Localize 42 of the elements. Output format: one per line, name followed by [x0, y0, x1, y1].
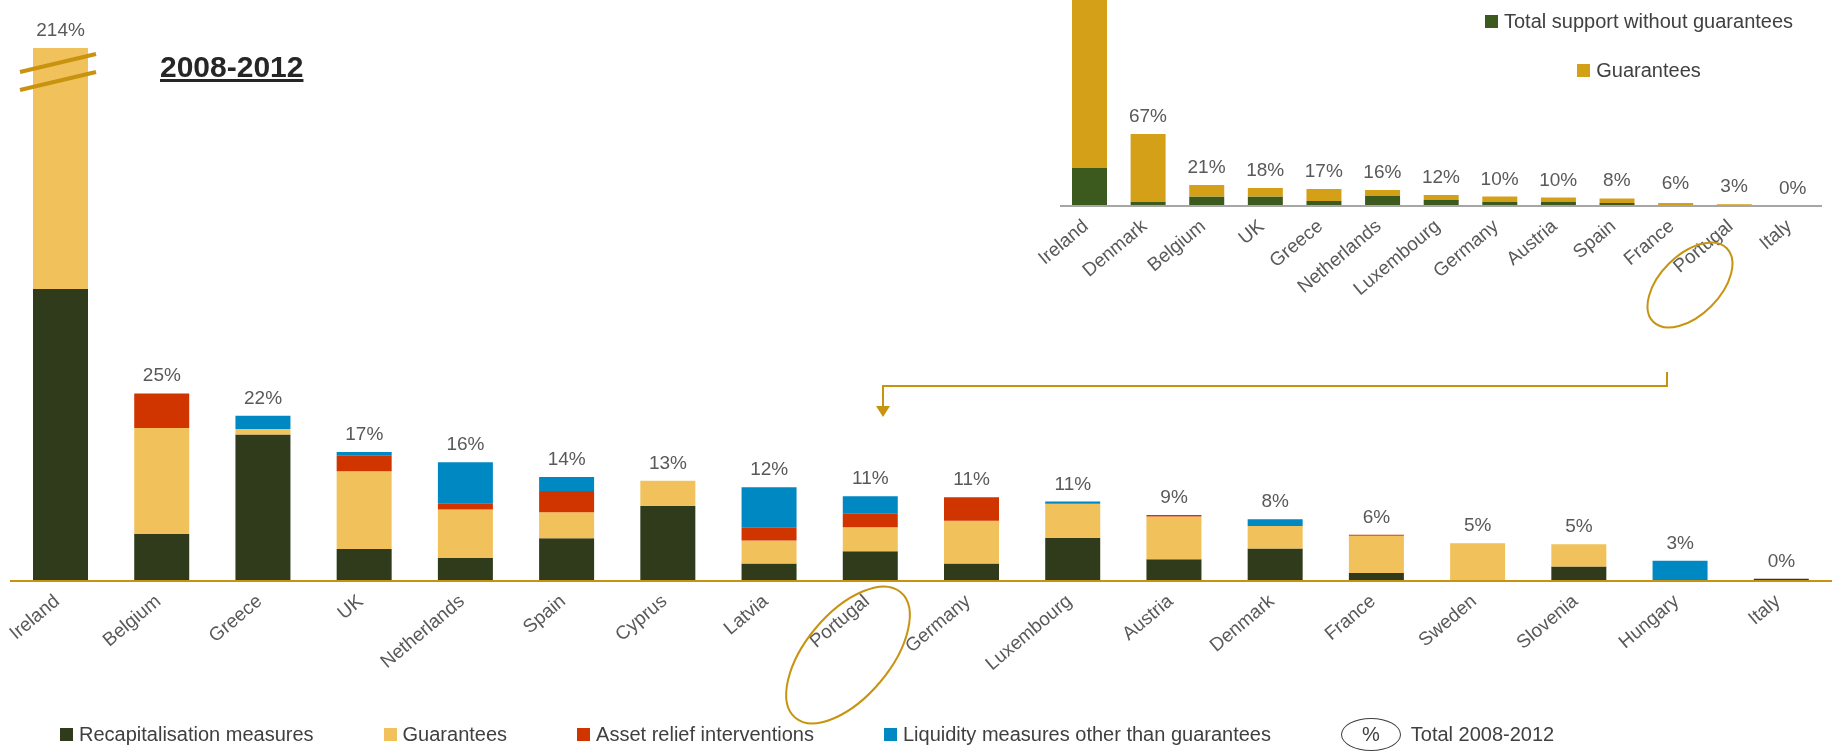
annotation: 17% [1304, 160, 1343, 182]
text: Total 2008-2012 [1410, 723, 1555, 746]
legend-label: Recapitalisation measures [79, 723, 314, 746]
annotation: 25% [142, 364, 181, 386]
annotation: 12% [750, 458, 789, 480]
annotation: 8% [1261, 490, 1290, 512]
annotation: 67% [1128, 104, 1168, 126]
annotation: 5% [1565, 515, 1593, 537]
annotation: 5% [1463, 513, 1492, 535]
annotation: 3% [1666, 531, 1694, 553]
annotation: 10% [1480, 167, 1519, 189]
annotation: 0% [1767, 549, 1796, 571]
annotation: 22% [244, 386, 283, 408]
x-tick-label: Italy [1743, 589, 1785, 629]
chart-title: 2008-2012 [160, 50, 304, 84]
x-tick-label: UK [1234, 214, 1268, 249]
annotation: 6% [1661, 172, 1690, 194]
annotation: 14% [547, 448, 586, 470]
annotation: 11% [1054, 472, 1092, 494]
annotation: 214% [36, 19, 86, 40]
legend-label: Liquidity measures other than guarantees [902, 723, 1271, 746]
annotation: 0% [1778, 177, 1807, 198]
annotation: 16% [1363, 160, 1402, 182]
legend-label: Total support without guarantees [1504, 10, 1794, 33]
annotation: 3% [1720, 174, 1748, 196]
legend-label: Guarantees [402, 723, 508, 746]
annotation: 12% [1421, 166, 1461, 188]
annotation: 8% [1603, 169, 1631, 191]
annotation: 17% [345, 423, 384, 445]
annotation: 16% [446, 433, 485, 455]
annotation: 11% [953, 468, 991, 490]
annotation: 6% [1362, 505, 1391, 527]
annotation: 21% [1187, 155, 1226, 177]
annotation: 10% [1539, 168, 1578, 190]
x-tick-label: Italy [1755, 214, 1796, 254]
annotation: 13% [648, 451, 688, 473]
annotation: 9% [1160, 485, 1188, 507]
legend-label: Asset relief interventions [596, 723, 814, 746]
annotation: 11% [852, 467, 889, 489]
x-tick-label: UK [333, 589, 368, 624]
annotation: 18% [1246, 159, 1285, 181]
legend-label: Guarantees [1596, 59, 1701, 82]
